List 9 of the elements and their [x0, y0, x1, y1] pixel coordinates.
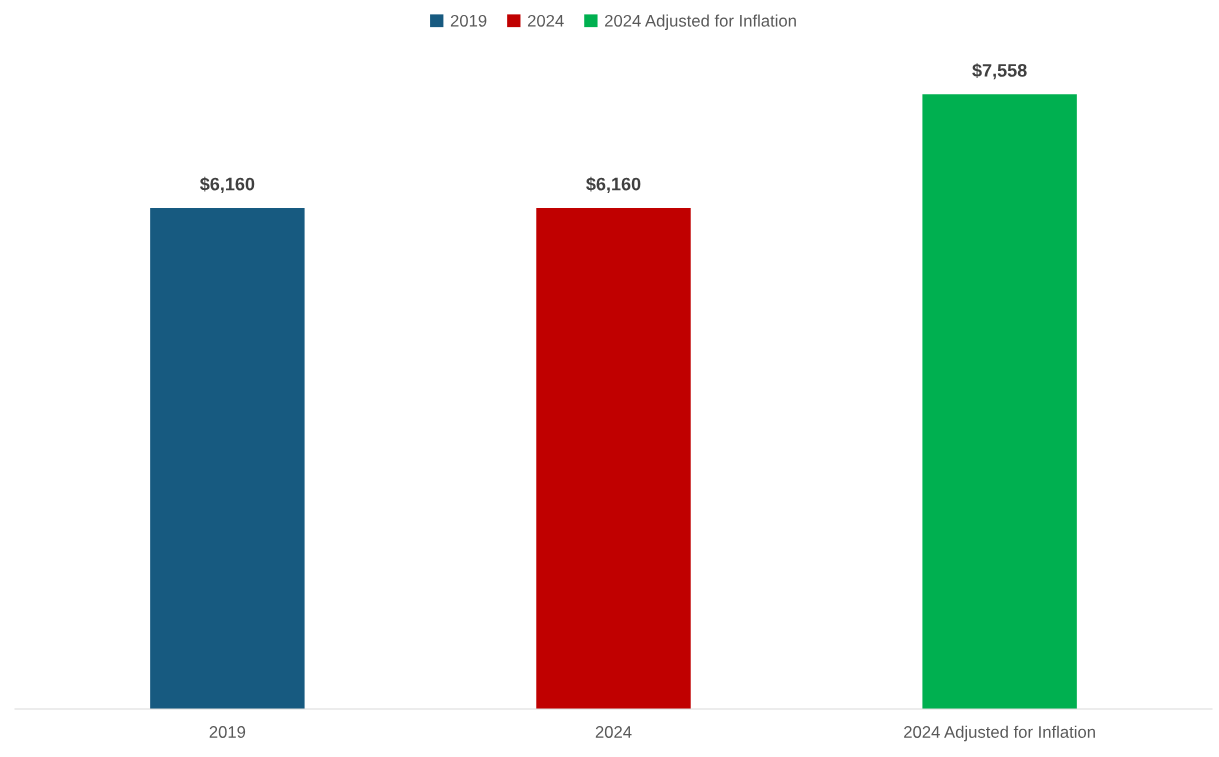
x-tick-label: 2024	[595, 726, 632, 738]
data-label: $7,558	[972, 63, 1027, 80]
legend-label: 2019	[450, 14, 487, 27]
x-tick-label: 2019	[209, 726, 246, 738]
x-tick-label: 2024 Adjusted for Inflation	[904, 725, 1095, 742]
legend-label: 2024 Adjusted for Inflation	[605, 14, 796, 30]
data-label: $6,160	[586, 176, 641, 194]
data-label: $6,160	[200, 176, 255, 194]
legend-label: 2024	[527, 14, 564, 27]
